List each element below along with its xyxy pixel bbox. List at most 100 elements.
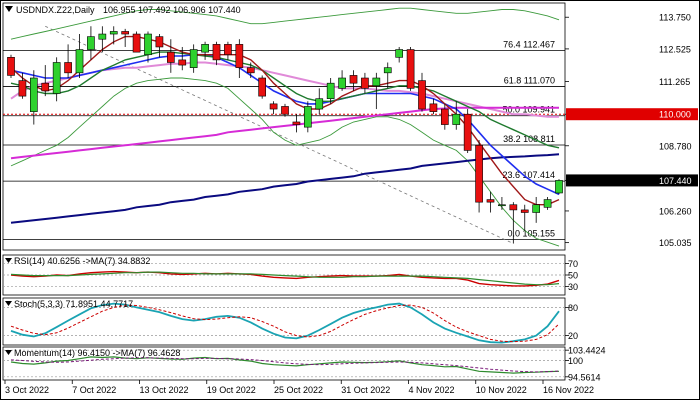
- candle-body: [155, 36, 164, 48]
- stoch-title: Stoch(5,3,3) 71.8951 44.7717: [14, 299, 133, 309]
- rsi-collapse-icon: [5, 258, 12, 263]
- candle-body: [281, 106, 289, 115]
- x-tick-label: 19 Oct 2022: [207, 385, 256, 395]
- momentum-series-2: [10, 357, 560, 373]
- ma-magenta-line: [10, 106, 559, 160]
- candle-body: [212, 44, 221, 61]
- x-tick-label: 3 Oct 2022: [5, 385, 49, 395]
- candle-body: [475, 144, 483, 203]
- candle-body: [246, 67, 255, 74]
- candle-body: [64, 62, 72, 74]
- candle-body: [269, 103, 278, 110]
- highlight-level-badge: [566, 108, 698, 121]
- candle-body: [29, 77, 38, 112]
- candle-body: [361, 77, 369, 89]
- rsi-tick-label: 30: [568, 282, 578, 292]
- candle-body: [87, 36, 95, 50]
- candle-body: [235, 44, 244, 68]
- fib-label: 0.0 105.155: [507, 229, 555, 239]
- collapse-triangle-icon: [5, 6, 13, 12]
- stoch-series-2: [10, 304, 560, 343]
- candle-body: [463, 113, 472, 151]
- candle-body: [555, 180, 563, 194]
- ma-navy-line: [10, 153, 560, 224]
- stochastic-panel: 80 20 Stoch(5,3,3) 71.8951 44.7717: [2, 297, 578, 346]
- candle-body: [315, 98, 324, 110]
- momentum-plot-area: [2, 346, 566, 381]
- candle-body: [532, 204, 541, 213]
- candle-body: [509, 204, 518, 211]
- candle-body: [109, 31, 118, 35]
- momentum-tick-label: 94.5614: [568, 372, 601, 382]
- candle-body: [349, 75, 358, 84]
- rsi-tick-label: 50: [568, 271, 578, 281]
- candle-body: [498, 204, 506, 207]
- candle-body: [121, 31, 130, 35]
- x-tick-label: 4 Nov 2022: [409, 385, 455, 395]
- rsi-title: RSI(14) 40.6256 ->MA(7) 34.8832: [14, 256, 150, 266]
- rsi-series-2: [10, 271, 560, 286]
- candle-body: [189, 49, 198, 68]
- candle-body: [338, 77, 346, 89]
- x-tick-label: 13 Oct 2022: [140, 385, 189, 395]
- y-tick-label: 105.035: [659, 238, 692, 248]
- fib-label: 76.4 112.467: [503, 39, 555, 49]
- candle-body: [75, 49, 84, 74]
- candle-body: [166, 51, 175, 63]
- ma-green-line: [10, 51, 560, 149]
- bollinger-upper-line: [10, 7, 560, 40]
- trend-line: [45, 25, 514, 244]
- momentum-series-1: [10, 356, 560, 374]
- candle-body: [372, 77, 381, 87]
- y-tick-label: 111.265: [659, 77, 690, 87]
- candle-body: [258, 77, 267, 97]
- momentum-title: Momentum(14) 96.4150 ->MA(7) 96.4628: [14, 348, 180, 358]
- candle-body: [452, 113, 461, 125]
- momentum-collapse-icon: [5, 350, 12, 355]
- rsi-tick-label: 70: [568, 259, 578, 269]
- ohlc-header: 106.955 107.492 106.906 107.440: [103, 5, 241, 15]
- candle-body: [144, 33, 152, 56]
- x-tick-label: 16 Nov 2022: [543, 385, 594, 395]
- y-tick-label: 112.525: [659, 44, 691, 54]
- fib-label: 38.2 108.811: [503, 134, 555, 144]
- candle-body: [395, 49, 404, 58]
- candle-body: [418, 80, 426, 110]
- x-tick-label: 31 Oct 2022: [341, 385, 390, 395]
- price-panel: 76.4 112.467 61.8 111.070 50.0 109.941 38.2…: [2, 2, 698, 251]
- last-price-badge: [566, 174, 698, 187]
- fib-label: 23.6 107.414: [502, 170, 555, 180]
- x-tick-label: 25 Oct 2022: [274, 385, 323, 395]
- candle-body: [52, 62, 61, 94]
- candle-body: [18, 80, 27, 97]
- candle-body: [520, 209, 529, 213]
- y-tick-label: 106.260: [659, 206, 692, 216]
- candle-body: [132, 33, 141, 53]
- candle-body: [303, 106, 312, 128]
- candle-body: [224, 44, 232, 56]
- stoch-tick-label: 20: [568, 331, 578, 341]
- candle-body: [178, 59, 187, 66]
- fib-label: 61.8 111.070: [504, 76, 555, 86]
- candle-body: [486, 199, 495, 203]
- candle-body: [383, 67, 392, 74]
- candle-body: [98, 33, 107, 40]
- y-tick-label: 113.750: [659, 13, 691, 23]
- rsi-series-1: [10, 270, 560, 287]
- candle-body: [292, 121, 301, 125]
- momentum-tick-label: 100: [568, 356, 583, 366]
- candle-body: [543, 199, 552, 208]
- last-price-label: 107.440: [659, 176, 692, 186]
- x-axis: 3 Oct 2022 7 Oct 2022 13 Oct 2022 19 Oct 20…: [4, 380, 594, 395]
- fib-label: 50.0 109.941: [502, 105, 555, 115]
- x-tick-label: 7 Oct 2022: [72, 385, 116, 395]
- candle-body: [7, 57, 15, 76]
- candle-body: [201, 44, 209, 53]
- candle-body: [429, 103, 438, 112]
- highlight-level-label: 110.000: [659, 110, 691, 120]
- candle-body: [406, 49, 415, 89]
- stoch-tick-label: 80: [568, 303, 578, 313]
